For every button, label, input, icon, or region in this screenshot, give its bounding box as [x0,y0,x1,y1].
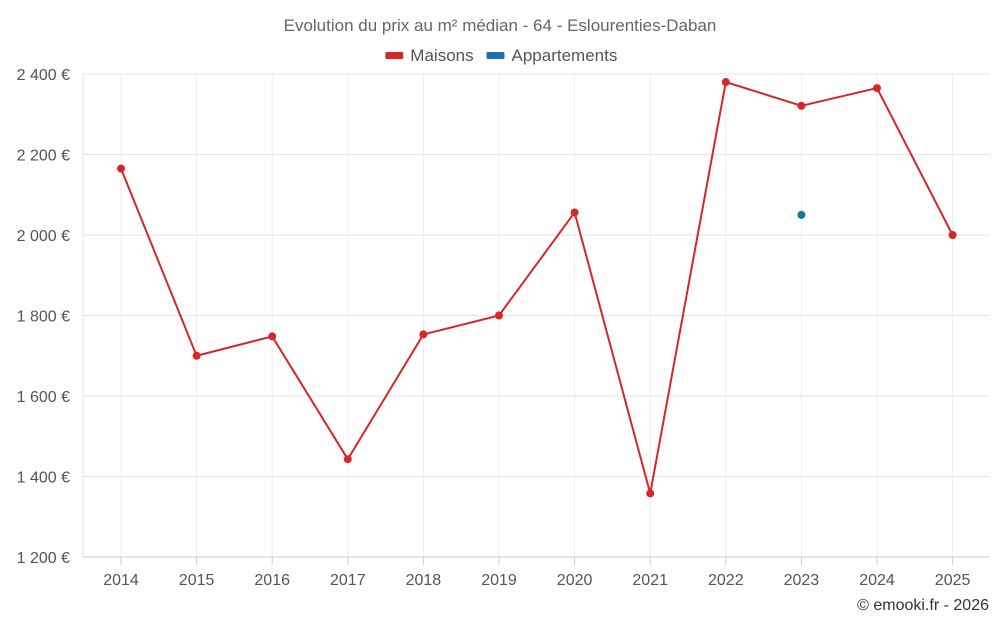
x-tick-label: 2023 [784,572,820,589]
data-point-maisons [117,164,125,173]
legend-item-appartements: Appartements [486,46,618,65]
x-tick-label: 2022 [708,572,744,589]
y-tick-label: 1 800 € [17,309,70,326]
x-tick-label: 2019 [481,572,517,589]
series-line-maisons [120,81,954,495]
grid [82,73,990,558]
legend-swatch-appartements [486,52,505,59]
y-axis: 1 200 € 1 400 € 1 600 € 1 800 € 2 000 € 2 200… [17,67,70,567]
x-tick-label: 2015 [179,572,215,589]
data-point-maisons [343,455,352,464]
y-tick-label: 2 200 € [17,148,70,165]
data-point-maisons [192,351,201,360]
data-point-maisons [873,84,881,93]
x-tick-label: 2017 [330,572,366,589]
data-point-maisons [797,101,806,110]
data-point-maisons [419,330,428,339]
x-tick-label: 2024 [859,572,895,589]
data-point-appartements [797,210,806,219]
y-tick-label: 1 200 € [17,550,70,567]
data-point-maisons [495,311,503,320]
data-point-maisons [948,231,957,239]
data-point-maisons [268,332,277,341]
x-tick-label: 2014 [103,572,139,589]
x-axis: 2014 2015 2016 2017 2018 2019 2020 2021 2022 2023… [83,556,990,589]
legend-label-appartements: Appartements [512,46,618,65]
legend: Maisons Appartements [385,46,617,65]
x-tick-label: 2025 [935,572,971,589]
y-tick-label: 2 000 € [17,228,70,245]
y-tick-label: 1 400 € [17,470,70,487]
y-tick-label: 1 600 € [17,389,70,406]
series-maisons [117,78,957,498]
legend-label-maisons: Maisons [410,46,473,65]
data-point-maisons [570,208,579,217]
x-tick-label: 2020 [557,572,593,589]
chart-title: Evolution du prix au m² médian - 64 - Es… [284,16,717,35]
legend-swatch-maisons [385,52,404,59]
series-layer [117,78,957,498]
x-tick-label: 2021 [632,572,668,589]
x-tick-label: 2018 [406,572,442,589]
data-point-maisons [646,489,655,498]
legend-item-maisons: Maisons [385,46,474,65]
credit-text: © emooki.fr - 2026 [857,597,989,614]
series-appartements [797,210,806,219]
y-tick-label: 2 400 € [17,67,70,84]
data-point-maisons [721,78,730,87]
x-tick-label: 2016 [254,572,290,589]
